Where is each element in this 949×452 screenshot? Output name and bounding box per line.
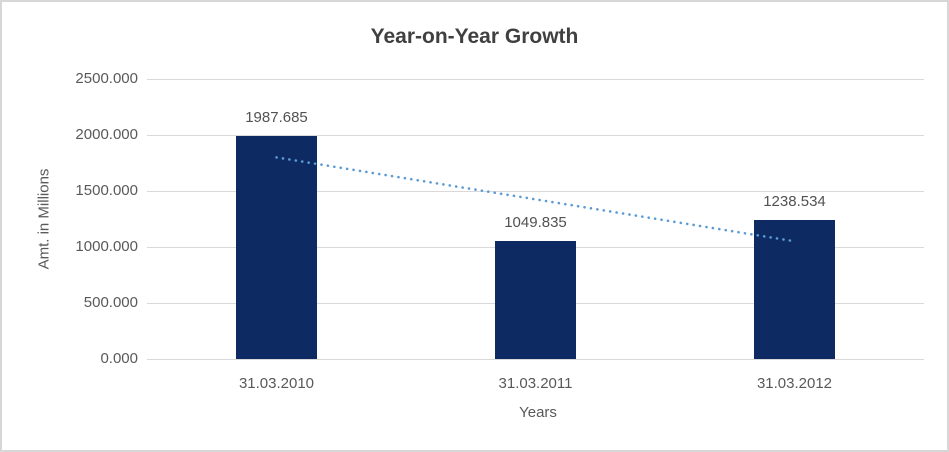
bar-data-label: 1049.835 (504, 214, 567, 232)
bar (754, 220, 835, 359)
bar (495, 241, 576, 359)
x-category-label: 31.03.2011 (498, 375, 573, 392)
y-tick-label: 0.000 (100, 350, 138, 367)
y-tick-label: 2500.000 (75, 70, 138, 87)
bar-data-label: 1238.534 (763, 193, 826, 211)
y-tick-label: 2000.000 (75, 126, 138, 143)
bar (236, 136, 317, 359)
x-axis-title: Years (519, 404, 557, 421)
gridline (147, 78, 924, 80)
gridline (147, 358, 924, 360)
gridline (147, 134, 924, 136)
bar-data-label: 1987.685 (245, 109, 308, 127)
y-tick-label: 500.000 (83, 294, 138, 311)
x-category-label: 31.03.2010 (238, 375, 315, 392)
x-category-label: 31.03.2012 (756, 375, 833, 392)
y-tick-label: 1000.000 (75, 238, 138, 255)
y-tick-label: 1500.000 (75, 182, 138, 199)
chart-title: Year-on-Year Growth (370, 25, 579, 48)
